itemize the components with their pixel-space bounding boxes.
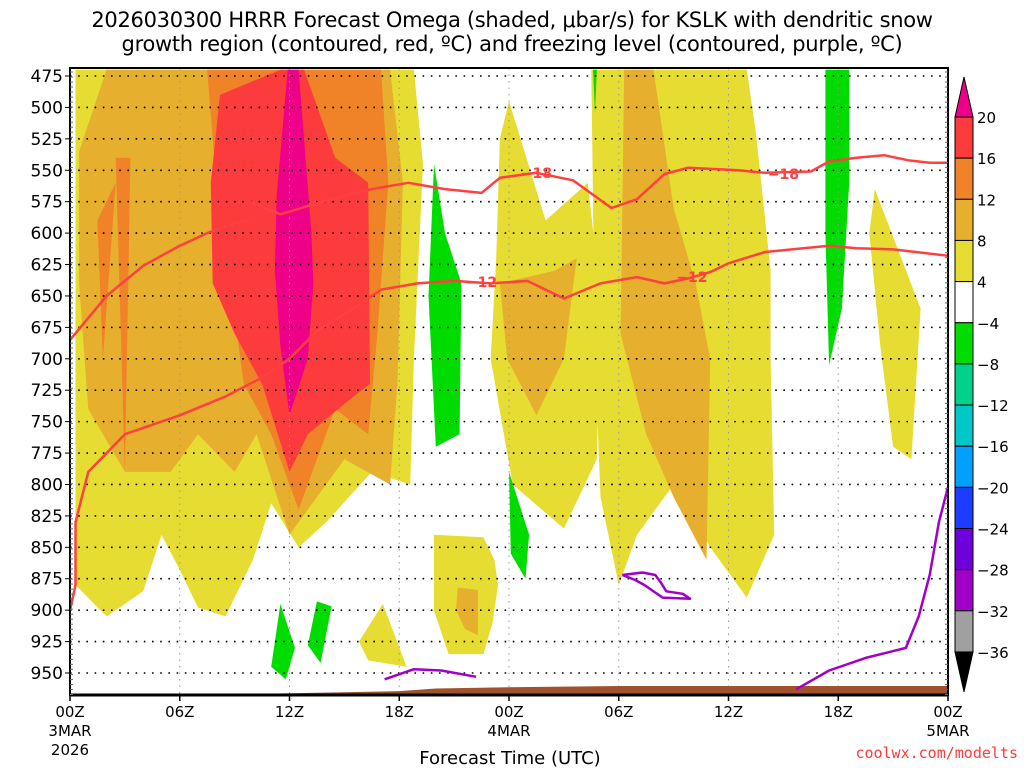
- y-tick-label: 575: [31, 193, 63, 213]
- colorbar-label: −32: [977, 603, 1009, 621]
- y-tick-label: 500: [31, 98, 63, 118]
- omega-region-2: [115, 157, 131, 472]
- colorbar-bin: [954, 404, 974, 447]
- y-tick-label: 725: [31, 381, 63, 401]
- colorbar-bin: [954, 116, 974, 159]
- colorbar-bin: [954, 445, 974, 488]
- colorbar-bin: [954, 569, 974, 612]
- colorbar-label: 4: [977, 274, 987, 292]
- colorbar-label: −8: [977, 356, 999, 374]
- x-tick-date: 3MAR: [48, 722, 91, 740]
- chart-title: 2026030300 HRRR Forecast Omega (shaded, …: [0, 8, 1024, 56]
- colorbar-bin: [954, 322, 974, 365]
- x-tick-label: 00Z: [55, 703, 84, 721]
- credit-link[interactable]: coolwx.com/modelts: [855, 744, 1018, 762]
- contour-freezing-level-c: [795, 486, 948, 691]
- y-tick-label: 875: [31, 570, 63, 590]
- terrain: [70, 686, 948, 695]
- y-tick-label: 525: [31, 130, 63, 150]
- y-tick-label: 950: [31, 664, 63, 684]
- colorbar: 20 16 12 8 4 −4 −8 −12 −16 −20 −24 −28 −32 −36: [954, 76, 1009, 693]
- contour-freezing-level-a: [384, 667, 477, 681]
- y-tick-label: 925: [31, 633, 63, 653]
- omega-region-8: [499, 258, 577, 416]
- y-tick-label: 600: [31, 224, 63, 244]
- colorbar-label: −12: [977, 397, 1009, 415]
- omega-region-18: [593, 69, 597, 114]
- y-tick-label: 550: [31, 161, 63, 181]
- omega-region-13: [456, 587, 478, 636]
- colorbar-label: −4: [977, 315, 999, 333]
- chart-title-line-2: growth region (contoured, red, ºC) and f…: [121, 32, 903, 56]
- contour-dgz-minus12-b: [70, 244, 948, 611]
- colorbar-label: −36: [977, 644, 1009, 662]
- colorbar-label: 12: [977, 191, 996, 209]
- y-tick-label: 850: [31, 538, 63, 558]
- x-tick-date: 4MAR: [487, 722, 530, 740]
- colorbar-label: 8: [977, 232, 987, 250]
- colorbar-top-arrow: [954, 76, 974, 118]
- y-tick-label: 625: [31, 256, 63, 276]
- omega-region-11: [869, 189, 921, 460]
- colorbar-label: −20: [977, 479, 1009, 497]
- x-tick-label: 18Z: [824, 703, 853, 721]
- chart-title-line-1: 2026030300 HRRR Forecast Omega (shaded, …: [91, 8, 933, 32]
- contour-freezing-level-b: [621, 571, 692, 601]
- contour-label-3: −12: [676, 270, 707, 286]
- colorbar-bottom-arrow: [954, 651, 974, 693]
- colorbar-bin: [954, 486, 974, 530]
- terrain-fill: [70, 686, 948, 695]
- colorbar-bin: [954, 363, 974, 406]
- omega-region-16: [509, 471, 530, 579]
- y-axis: 475 500 525 550 575 600 625 650 675 700 725 750 775 8…: [31, 67, 70, 684]
- omega-region-15: [428, 164, 462, 447]
- y-tick-label: 475: [31, 67, 63, 87]
- colorbar-bin: [954, 157, 974, 200]
- colorbar-label: 16: [977, 150, 996, 168]
- contour-label-0: −18: [521, 166, 552, 182]
- colorbar-label: −28: [977, 562, 1009, 580]
- x-tick-year: 2026: [51, 741, 89, 759]
- y-tick-label: 825: [31, 507, 63, 527]
- colorbar-bin: [954, 239, 974, 283]
- y-tick-label: 900: [31, 601, 63, 621]
- y-tick-label: 775: [31, 444, 63, 464]
- omega-region-14: [359, 603, 407, 667]
- contour-dgz-minus12: [70, 219, 250, 341]
- colorbar-label: −16: [977, 438, 1009, 456]
- colorbar-bin: [954, 198, 974, 241]
- omega-region-4: [97, 182, 116, 359]
- x-tick-label: 00Z: [494, 703, 523, 721]
- omega-region-6: [274, 69, 314, 416]
- y-tick-label: 675: [31, 318, 63, 338]
- y-tick-label: 650: [31, 287, 63, 307]
- y-tick-label: 750: [31, 413, 63, 433]
- omega-shading: [75, 69, 921, 680]
- omega-region-20: [307, 601, 332, 663]
- colorbar-bin: [954, 528, 974, 571]
- y-tick-label: 700: [31, 350, 63, 370]
- x-tick-date: 5MAR: [926, 722, 969, 740]
- contour-dgz-minus18: [248, 153, 948, 216]
- x-axis-label: Forecast Time (UTC): [419, 748, 600, 768]
- colorbar-bin: [954, 610, 974, 653]
- x-tick-label: 06Z: [165, 703, 194, 721]
- x-tick-label: 00Z: [933, 703, 962, 721]
- x-tick-label: 06Z: [604, 703, 633, 721]
- x-tick-label: 12Z: [275, 703, 304, 721]
- contour-label-2: −12: [466, 275, 497, 291]
- colorbar-label: 20: [977, 109, 996, 127]
- x-tick-label: 12Z: [714, 703, 743, 721]
- colorbar-bin: [954, 281, 974, 324]
- omega-region-17: [825, 69, 850, 366]
- x-tick-label: 18Z: [385, 703, 414, 721]
- y-tick-label: 800: [31, 475, 63, 495]
- contours: −18 −18 −12 −12: [70, 153, 948, 691]
- contour-label-1: −18: [768, 167, 799, 183]
- colorbar-label: −24: [977, 521, 1009, 539]
